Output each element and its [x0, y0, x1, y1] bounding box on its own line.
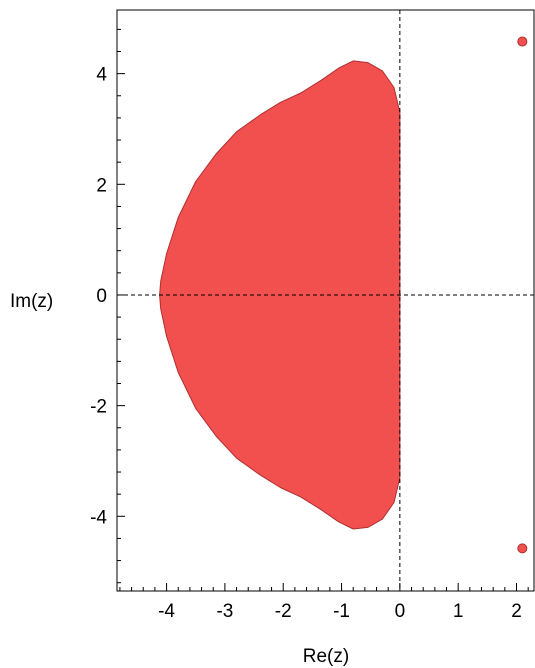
x-tick-label: -2 [275, 601, 292, 622]
isolated-points [517, 36, 528, 554]
isolated-point [517, 543, 528, 554]
isolated-point [517, 36, 528, 47]
y-tick-label: 4 [96, 65, 107, 86]
tick-labels: -4 -3 -2 -1 0 1 2 -4 -2 0 2 4 [90, 65, 522, 622]
y-axis-title: Im(z) [10, 291, 53, 312]
tick-marks [117, 28, 529, 591]
y-tick-label: -2 [90, 397, 107, 418]
y-tick-label: 0 [96, 286, 107, 307]
plot-frame [116, 9, 535, 592]
x-axis-title: Re(z) [303, 646, 349, 667]
x-tick-label: 2 [511, 601, 522, 622]
origin-axes [117, 10, 534, 591]
y-tick-label: 2 [96, 175, 107, 196]
x-tick-label: -1 [333, 601, 350, 622]
y-tick-label: -4 [90, 507, 107, 528]
x-tick-label: 1 [453, 601, 464, 622]
x-tick-label: 0 [395, 601, 406, 622]
x-tick-label: -3 [216, 601, 233, 622]
x-tick-label: -4 [158, 601, 175, 622]
